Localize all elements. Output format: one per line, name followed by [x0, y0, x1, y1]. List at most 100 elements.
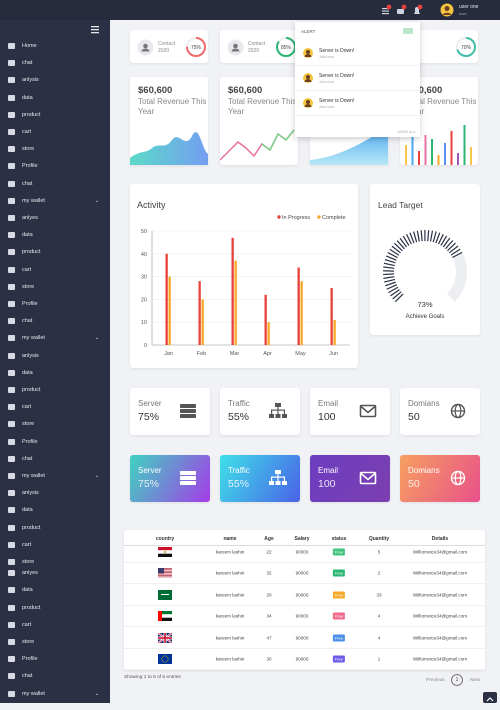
icon-part — [180, 471, 196, 475]
cell: Willtomoice34@gmail.com — [413, 657, 467, 662]
cell: Willtomoice34@gmail.com — [413, 635, 467, 640]
gradient-value: 75% — [138, 478, 159, 490]
bar — [199, 281, 201, 345]
revenue-amount: $60,600 — [228, 85, 262, 96]
cell: 4 — [378, 614, 381, 619]
ring-label: 75% — [191, 45, 202, 51]
gauge-caption: Achieve Goals — [406, 314, 445, 320]
contact-year: 2020 — [248, 48, 259, 54]
flag — [163, 656, 164, 657]
gradient-value: 55% — [228, 478, 249, 490]
contact-icon — [137, 39, 154, 56]
gauge-value-label: 73% — [417, 300, 432, 309]
x-tick-label: Apr — [263, 351, 272, 357]
gauge-tick — [384, 279, 395, 282]
x-tick-label: Mar — [230, 351, 240, 357]
icon-part — [275, 403, 281, 407]
alert-item[interactable]: Server is Down!Just now — [295, 41, 420, 66]
stat-icon — [269, 403, 287, 419]
gauge-tick — [431, 231, 433, 242]
avatar-head — [306, 75, 310, 79]
column-header[interactable]: country — [156, 536, 174, 542]
icon-part — [276, 414, 281, 418]
row-line — [124, 583, 485, 584]
stat-value: 50 — [408, 411, 420, 423]
bar — [301, 281, 303, 345]
cell: 2 — [378, 571, 381, 576]
cell: Willtomoice34@gmail.com — [413, 571, 467, 576]
x-tick-label: Feb — [197, 351, 206, 357]
y-tick-label: 30 — [141, 275, 147, 281]
alert-time: Just now — [319, 80, 334, 84]
bar — [202, 299, 204, 345]
gradient-label: Email — [318, 466, 338, 475]
country-flag — [158, 654, 172, 664]
scroll-top[interactable] — [483, 692, 497, 703]
legend-label: In Progress — [282, 215, 310, 221]
stat-label: Server — [138, 399, 162, 408]
alert-item[interactable]: Server is Down!Just now — [295, 91, 420, 116]
x-tick-label: May — [295, 351, 306, 357]
column-header[interactable]: status — [332, 536, 347, 542]
flag — [158, 576, 172, 577]
mini-line-chart — [220, 120, 298, 165]
next-button[interactable]: Next — [470, 678, 480, 683]
cell: Willtomoice34@gmail.com — [413, 614, 467, 619]
flag — [158, 547, 172, 550]
status-badge: Free — [333, 656, 345, 663]
row-line — [124, 626, 485, 627]
gauge-tick — [414, 232, 417, 243]
alert-item[interactable]: Server is Down!Just now — [295, 66, 420, 91]
alert-badge — [403, 28, 413, 34]
stat-label: Email — [318, 399, 338, 408]
progress-ring: 75% — [185, 36, 207, 58]
cell: Willtomoice34@gmail.com — [413, 592, 467, 597]
column-header[interactable]: Quantity — [369, 536, 389, 542]
icon-part — [180, 414, 196, 418]
mini-bar — [470, 147, 472, 165]
icon-part — [277, 410, 278, 415]
country-flag — [158, 633, 172, 643]
flag — [161, 659, 162, 660]
column-header[interactable]: Details — [432, 536, 448, 542]
cell: 90000 — [296, 571, 309, 576]
page-button[interactable]: 1 — [451, 674, 463, 686]
icon-head — [233, 44, 238, 49]
gradient-label: Server — [138, 466, 162, 475]
country-flag — [158, 611, 172, 621]
stat-label: Traffic — [228, 399, 250, 408]
stat-icon — [449, 403, 467, 419]
y-tick-label: 50 — [141, 229, 147, 235]
flag — [158, 577, 172, 578]
icon-part — [271, 477, 272, 482]
cell: kareem lashin — [216, 614, 245, 619]
alert-avatar — [303, 98, 313, 108]
gauge-tick — [421, 230, 422, 241]
icon-part — [361, 474, 375, 480]
bar — [265, 295, 267, 345]
stat-icon — [269, 470, 287, 486]
cell: 22 — [266, 550, 271, 555]
prev-button[interactable]: Previous — [426, 678, 445, 683]
gauge-tick — [417, 231, 419, 242]
cell: Willtomoice34@gmail.com — [413, 550, 467, 555]
stat-value: 55% — [228, 411, 249, 423]
mini-bar — [451, 131, 453, 165]
mini-bar — [431, 139, 433, 165]
cell: 4 — [378, 635, 381, 640]
stat-value: 100 — [318, 411, 336, 423]
view-all[interactable]: VIEW ALL — [398, 129, 416, 134]
column-header[interactable]: name — [223, 536, 236, 542]
mini-bar — [438, 155, 440, 165]
column-header[interactable]: Age — [264, 536, 273, 542]
column-header[interactable]: Salary — [294, 536, 309, 542]
gauge-tick — [385, 260, 396, 263]
contact-label: Contact — [248, 41, 265, 47]
y-tick-label: 0 — [144, 343, 147, 349]
mini-line — [262, 130, 294, 150]
progress-ring: 70% — [455, 36, 477, 58]
icon-part — [284, 477, 285, 482]
mini-bar — [418, 151, 420, 165]
defs — [0, 0, 1, 1]
